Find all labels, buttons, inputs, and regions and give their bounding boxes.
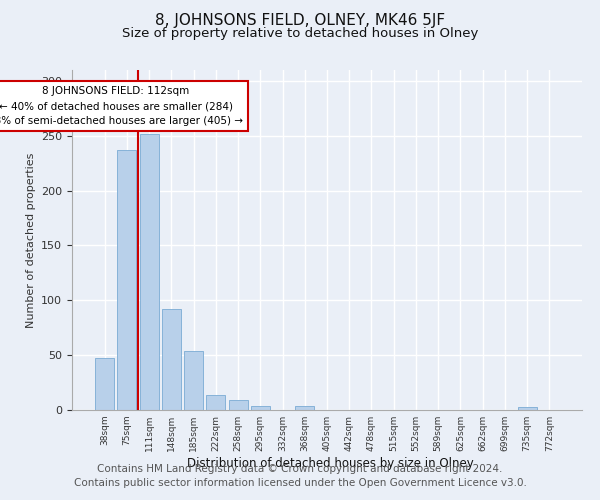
Bar (251, 406, 270, 410)
Bar (162, 309, 181, 410)
Text: Distribution of detached houses by size in Olney: Distribution of detached houses by size … (187, 458, 473, 470)
Bar (229, 400, 248, 410)
Text: Contains HM Land Registry data © Crown copyright and database right 2024.
Contai: Contains HM Land Registry data © Crown c… (74, 464, 526, 487)
Bar (95, 358, 114, 410)
Bar (206, 394, 225, 410)
Bar (295, 406, 314, 410)
Bar (118, 150, 136, 410)
Bar (140, 134, 158, 410)
Bar (184, 351, 203, 410)
Y-axis label: Number of detached properties: Number of detached properties (26, 152, 35, 328)
Text: 8 JOHNSONS FIELD: 112sqm
← 40% of detached houses are smaller (284)
58% of semi-: 8 JOHNSONS FIELD: 112sqm ← 40% of detach… (0, 86, 243, 126)
Bar (518, 406, 536, 410)
Text: Size of property relative to detached houses in Olney: Size of property relative to detached ho… (122, 28, 478, 40)
Text: 8, JOHNSONS FIELD, OLNEY, MK46 5JF: 8, JOHNSONS FIELD, OLNEY, MK46 5JF (155, 12, 445, 28)
